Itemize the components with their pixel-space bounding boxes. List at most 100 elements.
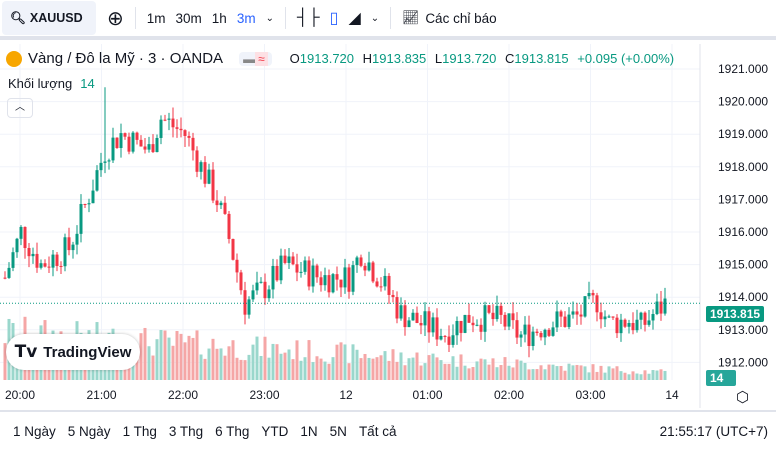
candle-body <box>151 144 155 153</box>
candle-body <box>103 161 107 163</box>
volume-bar <box>151 355 155 380</box>
candle-body <box>471 322 475 326</box>
volume-bar <box>571 365 575 380</box>
area-chart-icon[interactable]: ◢ <box>348 10 361 27</box>
interval-1m[interactable]: 1m <box>146 10 166 26</box>
volume-bar <box>299 360 303 380</box>
candle-body <box>511 313 515 321</box>
volume-bar <box>655 370 659 380</box>
candle-body <box>423 311 427 326</box>
candle-body <box>539 332 543 338</box>
volume-bar <box>351 344 355 380</box>
volume-bar <box>611 368 615 380</box>
candle-body <box>395 297 399 319</box>
candle-body <box>523 324 527 335</box>
volume-bar <box>283 352 287 380</box>
candle-body <box>647 320 651 325</box>
volume-bar <box>503 357 507 380</box>
candle-body <box>407 320 411 328</box>
volume-bar <box>179 333 183 380</box>
market-status-badge[interactable]: ▬ ≈ <box>239 51 272 66</box>
range-button[interactable]: 5 Ngày <box>67 423 111 439</box>
candle-body <box>451 335 455 345</box>
range-button[interactable]: 1N <box>300 423 318 439</box>
candle-body <box>439 335 443 340</box>
collapse-legend-button[interactable]: ︿ <box>7 98 33 118</box>
volume-bar <box>559 365 563 380</box>
candle-body <box>411 312 415 321</box>
range-button[interactable]: 1 Ngày <box>13 423 56 439</box>
candle-body <box>607 316 611 318</box>
volume-bar <box>471 367 475 380</box>
candle-body <box>627 323 631 327</box>
candle-body <box>555 311 559 328</box>
candle-body <box>319 277 323 286</box>
interval-1h[interactable]: 1h <box>211 10 227 26</box>
volume-bar <box>343 344 347 380</box>
indicators-button[interactable]: 📈︎ Các chỉ báo <box>402 10 497 26</box>
candle-body <box>459 320 463 333</box>
range-button[interactable]: Tất cả <box>358 423 397 439</box>
volume-bar <box>563 370 567 380</box>
interval-3m[interactable]: 3m <box>236 10 256 26</box>
range-button[interactable]: 3 Thg <box>168 423 204 439</box>
volume-bar <box>271 343 275 380</box>
current-price-label: 1913.815 <box>706 306 765 322</box>
candle-body <box>303 260 307 272</box>
volume-bar <box>439 360 443 380</box>
chart-type-chevron-icon[interactable]: ⌄ <box>370 12 380 24</box>
time-tick: 12 <box>339 388 353 402</box>
price-chart[interactable]: 1921.000 1920.000 1919.000 1918.000 1917.000… <box>0 44 776 408</box>
interval-dropdown-chevron-icon[interactable]: ⌄ <box>265 12 274 24</box>
volume-bar <box>323 361 327 380</box>
indicators-icon: 📈︎ <box>402 10 420 25</box>
volume-bar <box>495 367 499 380</box>
divider <box>284 7 286 29</box>
candle-body <box>515 320 519 338</box>
candle-body <box>531 331 535 346</box>
candle-body <box>227 213 231 239</box>
chart-settings-icon[interactable]: ⬡ <box>736 389 750 406</box>
candle-body <box>475 324 479 326</box>
candle-body <box>447 336 451 345</box>
tradingview-logo[interactable]: 𝗧𝘃 TradingView <box>6 334 140 370</box>
volume-bar <box>219 348 223 380</box>
volume-bar <box>419 365 423 380</box>
candle-body <box>631 323 635 331</box>
volume-bar <box>463 365 467 380</box>
candle-chart-icon[interactable]: ▯ <box>329 10 339 27</box>
range-button[interactable]: YTD <box>261 423 289 439</box>
time-tick: 23:00 <box>249 388 279 402</box>
range-button[interactable]: 6 Thg <box>215 423 250 439</box>
volume-bar <box>251 344 255 380</box>
candle-body <box>355 257 359 266</box>
volume-bar <box>567 363 571 380</box>
volume-bar <box>395 361 399 380</box>
divider <box>390 7 392 29</box>
volume-bar <box>499 365 503 380</box>
candle-body <box>375 281 379 287</box>
candle-body <box>311 265 315 287</box>
volume-bar <box>435 357 439 380</box>
range-button[interactable]: 5N <box>329 423 347 439</box>
gold-symbol-icon <box>6 50 22 67</box>
bar-chart-icon[interactable]: ┤├ <box>296 9 320 26</box>
candle-body <box>611 316 615 318</box>
volume-bar <box>211 338 215 380</box>
interval-30m[interactable]: 30m <box>175 10 202 26</box>
clock[interactable]: 21:55:17 (UTC+7) <box>659 423 768 439</box>
volume-bar <box>583 366 587 380</box>
price-tick: 1913.000 <box>718 323 768 337</box>
volume-bar <box>555 366 559 380</box>
range-button[interactable]: 1 Thg <box>122 423 157 439</box>
symbol-search[interactable]: 🔍︎ XAUUSD <box>2 1 96 35</box>
candle-body <box>551 327 555 336</box>
time-tick: 20:00 <box>5 388 35 402</box>
volume-bar <box>607 366 611 380</box>
price-tick: 1919.000 <box>718 127 768 141</box>
volume-bar <box>647 373 651 380</box>
candle-body <box>367 262 371 271</box>
volume-bar <box>331 357 335 380</box>
volume-bar <box>487 364 491 380</box>
compare-add-button[interactable]: ⊕ <box>107 7 124 30</box>
